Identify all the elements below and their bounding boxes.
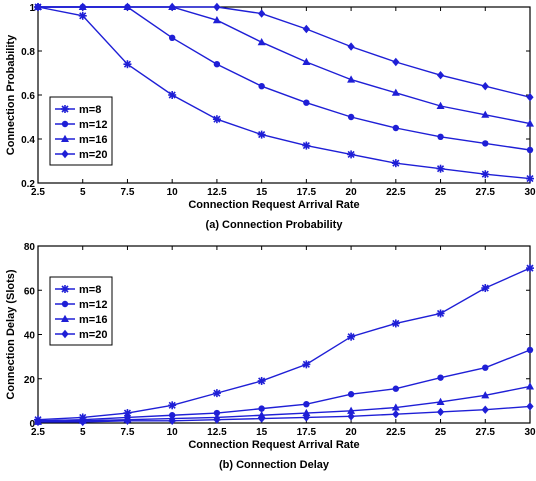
delay-x-tick-label: 27.5 <box>476 427 496 438</box>
probability-point-m12 <box>258 83 264 89</box>
probability-y-tick-label: 0.2 <box>21 179 35 190</box>
delay-legend-marker-m12 <box>62 301 68 307</box>
probability-x-tick-label: 30 <box>524 187 536 198</box>
delay-x-axis-label: Connection Request Arrival Rate <box>188 439 359 451</box>
delay-legend-label-m8: m=8 <box>79 284 101 296</box>
delay-point-m8 <box>526 264 534 272</box>
probability-x-tick-label: 15 <box>256 187 268 198</box>
delay-y-axis-label: Connection Delay (Slots) <box>5 269 17 400</box>
probability-x-tick-label: 10 <box>167 187 179 198</box>
delay-point-m8 <box>437 309 445 317</box>
delay-point-m8 <box>258 377 266 385</box>
probability-point-m12 <box>348 114 354 120</box>
delay-point-m12 <box>482 364 488 370</box>
probability-x-axis-label: Connection Request Arrival Rate <box>188 199 359 211</box>
delay-legend-label-m16: m=16 <box>79 314 107 326</box>
probability-y-tick-label: 0.4 <box>21 135 35 146</box>
probability-x-tick-label: 25 <box>435 187 447 198</box>
delay-x-tick-label: 25 <box>435 427 447 438</box>
delay-y-tick-label: 60 <box>24 286 36 297</box>
connection-probability-panel: 2.5 5 7.5 10 12.5 15 17.5 20 22.5 25 27.5 30 0.2 0.4 0… <box>5 3 536 231</box>
delay-x-tick-label: 12.5 <box>207 427 227 438</box>
probability-y-axis-label: Connection Probability <box>5 34 17 155</box>
probability-x-tick-label: 22.5 <box>386 187 406 198</box>
probability-x-tick-label: 5 <box>80 187 86 198</box>
delay-y-tick-label: 80 <box>24 242 36 253</box>
delay-point-m12 <box>527 347 533 353</box>
probability-point-m8 <box>79 12 87 20</box>
probability-point-m12 <box>303 100 309 106</box>
delay-x-tick-label: 17.5 <box>297 427 317 438</box>
probability-point-m8 <box>526 175 534 183</box>
delay-x-tick-label: 5 <box>80 427 86 438</box>
probability-legend-marker-m8 <box>61 105 69 113</box>
delay-point-m8 <box>302 360 310 368</box>
probability-x-tick-label: 27.5 <box>476 187 496 198</box>
probability-point-m12 <box>169 35 175 41</box>
probability-point-m8 <box>213 115 221 123</box>
probability-point-m8 <box>258 131 266 139</box>
probability-point-m12 <box>482 140 488 146</box>
probability-legend-marker-m12 <box>62 121 68 127</box>
delay-point-m12 <box>393 386 399 392</box>
delay-point-m8 <box>392 319 400 327</box>
probability-point-m12 <box>393 125 399 131</box>
probability-x-tick-label: 7.5 <box>121 187 135 198</box>
delay-point-m8 <box>213 389 221 397</box>
probability-legend: m=8 m=12 m=16 m=20 <box>50 97 112 165</box>
probability-point-m8 <box>437 165 445 173</box>
delay-legend-label-m20: m=20 <box>79 329 107 341</box>
delay-point-m8 <box>481 284 489 292</box>
probability-point-m8 <box>347 150 355 158</box>
probability-point-m8 <box>123 60 131 68</box>
probability-x-tick-label: 12.5 <box>207 187 227 198</box>
connection-delay-panel: 2.5 5 7.5 10 12.5 15 17.5 20 22.5 25 27.5 30 0 20 40 60… <box>5 242 536 471</box>
probability-x-tick-label: 17.5 <box>297 187 317 198</box>
delay-x-tick-label: 10 <box>167 427 179 438</box>
delay-y-tick-label: 20 <box>24 375 36 386</box>
probability-point-m8 <box>392 159 400 167</box>
probability-y-tick-label: 0.6 <box>21 91 35 102</box>
probability-point-m8 <box>302 142 310 150</box>
delay-legend-marker-m8 <box>61 285 69 293</box>
delay-point-m12 <box>258 405 264 411</box>
delay-legend: m=8 m=12 m=16 m=20 <box>50 277 112 345</box>
probability-point-m8 <box>481 170 489 178</box>
delay-x-tick-label: 7.5 <box>121 427 135 438</box>
probability-point-m12 <box>527 147 533 153</box>
delay-x-tick-label: 15 <box>256 427 268 438</box>
delay-point-m12 <box>348 391 354 397</box>
delay-point-m12 <box>303 401 309 407</box>
delay-caption: (b) Connection Delay <box>219 459 330 471</box>
probability-caption: (a) Connection Probability <box>206 219 344 231</box>
probability-legend-label-m20: m=20 <box>79 149 107 161</box>
probability-point-m12 <box>437 134 443 140</box>
delay-y-tick-label: 40 <box>24 331 36 342</box>
probability-point-m12 <box>214 61 220 67</box>
delay-point-m8 <box>347 333 355 341</box>
delay-x-tick-label: 20 <box>346 427 358 438</box>
probability-x-tick-label: 20 <box>346 187 358 198</box>
probability-legend-label-m12: m=12 <box>79 119 107 131</box>
probability-legend-label-m16: m=16 <box>79 134 107 146</box>
delay-point-m12 <box>437 374 443 380</box>
delay-x-tick-label: 22.5 <box>386 427 406 438</box>
delay-x-tick-label: 30 <box>524 427 536 438</box>
delay-point-m8 <box>168 401 176 409</box>
probability-y-tick-label: 0.8 <box>21 47 35 58</box>
probability-point-m8 <box>168 91 176 99</box>
delay-legend-label-m12: m=12 <box>79 299 107 311</box>
probability-legend-label-m8: m=8 <box>79 104 101 116</box>
